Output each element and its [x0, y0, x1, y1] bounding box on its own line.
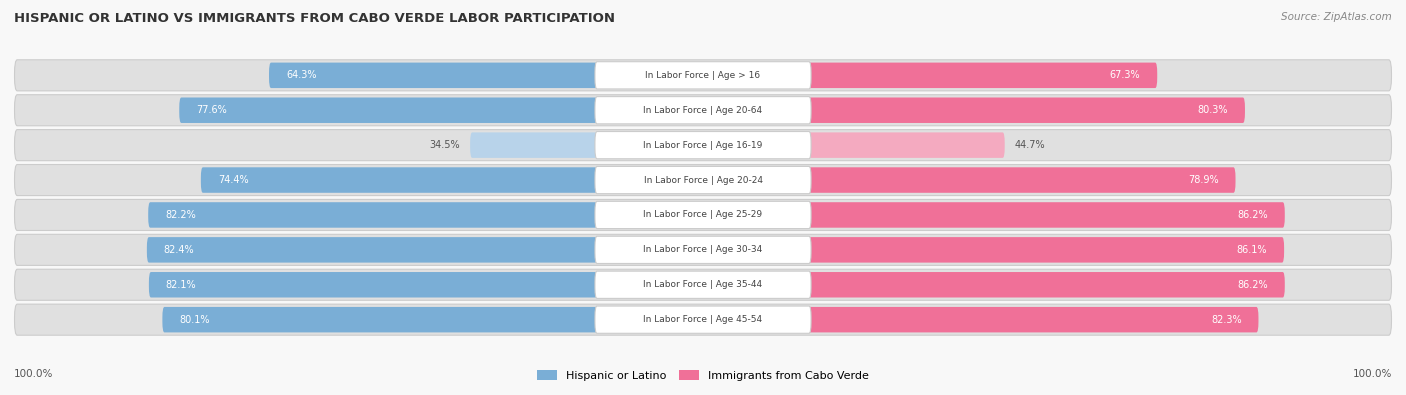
FancyBboxPatch shape	[14, 95, 1392, 126]
Text: 82.2%: 82.2%	[165, 210, 195, 220]
FancyBboxPatch shape	[595, 236, 811, 263]
Text: 34.5%: 34.5%	[429, 140, 460, 150]
Text: 82.3%: 82.3%	[1211, 315, 1241, 325]
Text: 100.0%: 100.0%	[14, 369, 53, 379]
Text: In Labor Force | Age 16-19: In Labor Force | Age 16-19	[644, 141, 762, 150]
Text: Source: ZipAtlas.com: Source: ZipAtlas.com	[1281, 12, 1392, 22]
Text: 86.2%: 86.2%	[1237, 280, 1268, 290]
FancyBboxPatch shape	[201, 167, 703, 193]
FancyBboxPatch shape	[703, 132, 1005, 158]
FancyBboxPatch shape	[14, 304, 1392, 335]
Text: 86.1%: 86.1%	[1237, 245, 1267, 255]
FancyBboxPatch shape	[595, 306, 811, 333]
FancyBboxPatch shape	[703, 98, 1244, 123]
Text: In Labor Force | Age 35-44: In Labor Force | Age 35-44	[644, 280, 762, 289]
Text: In Labor Force | Age 25-29: In Labor Force | Age 25-29	[644, 211, 762, 220]
FancyBboxPatch shape	[703, 237, 1284, 263]
Text: HISPANIC OR LATINO VS IMMIGRANTS FROM CABO VERDE LABOR PARTICIPATION: HISPANIC OR LATINO VS IMMIGRANTS FROM CA…	[14, 12, 614, 25]
Text: 80.1%: 80.1%	[180, 315, 209, 325]
Text: In Labor Force | Age > 16: In Labor Force | Age > 16	[645, 71, 761, 80]
FancyBboxPatch shape	[14, 269, 1392, 300]
Text: 100.0%: 100.0%	[1353, 369, 1392, 379]
Text: In Labor Force | Age 20-24: In Labor Force | Age 20-24	[644, 175, 762, 184]
Legend: Hispanic or Latino, Immigrants from Cabo Verde: Hispanic or Latino, Immigrants from Cabo…	[537, 370, 869, 381]
Text: 82.1%: 82.1%	[166, 280, 197, 290]
FancyBboxPatch shape	[470, 132, 703, 158]
FancyBboxPatch shape	[595, 62, 811, 89]
FancyBboxPatch shape	[703, 307, 1258, 333]
FancyBboxPatch shape	[148, 202, 703, 228]
FancyBboxPatch shape	[595, 201, 811, 229]
FancyBboxPatch shape	[146, 237, 703, 263]
Text: In Labor Force | Age 30-34: In Labor Force | Age 30-34	[644, 245, 762, 254]
FancyBboxPatch shape	[149, 272, 703, 297]
Text: In Labor Force | Age 20-64: In Labor Force | Age 20-64	[644, 106, 762, 115]
Text: In Labor Force | Age 45-54: In Labor Force | Age 45-54	[644, 315, 762, 324]
FancyBboxPatch shape	[14, 164, 1392, 196]
FancyBboxPatch shape	[595, 271, 811, 298]
Text: 44.7%: 44.7%	[1015, 140, 1046, 150]
FancyBboxPatch shape	[14, 60, 1392, 91]
FancyBboxPatch shape	[595, 97, 811, 124]
FancyBboxPatch shape	[269, 62, 703, 88]
Text: 80.3%: 80.3%	[1198, 105, 1227, 115]
FancyBboxPatch shape	[179, 98, 703, 123]
FancyBboxPatch shape	[595, 166, 811, 194]
FancyBboxPatch shape	[14, 199, 1392, 231]
FancyBboxPatch shape	[14, 130, 1392, 161]
Text: 82.4%: 82.4%	[163, 245, 194, 255]
Text: 77.6%: 77.6%	[197, 105, 226, 115]
FancyBboxPatch shape	[703, 167, 1236, 193]
Text: 74.4%: 74.4%	[218, 175, 249, 185]
Text: 67.3%: 67.3%	[1109, 70, 1140, 80]
Text: 78.9%: 78.9%	[1188, 175, 1219, 185]
Text: 64.3%: 64.3%	[285, 70, 316, 80]
FancyBboxPatch shape	[703, 202, 1285, 228]
Text: 86.2%: 86.2%	[1237, 210, 1268, 220]
FancyBboxPatch shape	[162, 307, 703, 333]
FancyBboxPatch shape	[703, 272, 1285, 297]
FancyBboxPatch shape	[703, 62, 1157, 88]
FancyBboxPatch shape	[595, 132, 811, 159]
FancyBboxPatch shape	[14, 234, 1392, 265]
